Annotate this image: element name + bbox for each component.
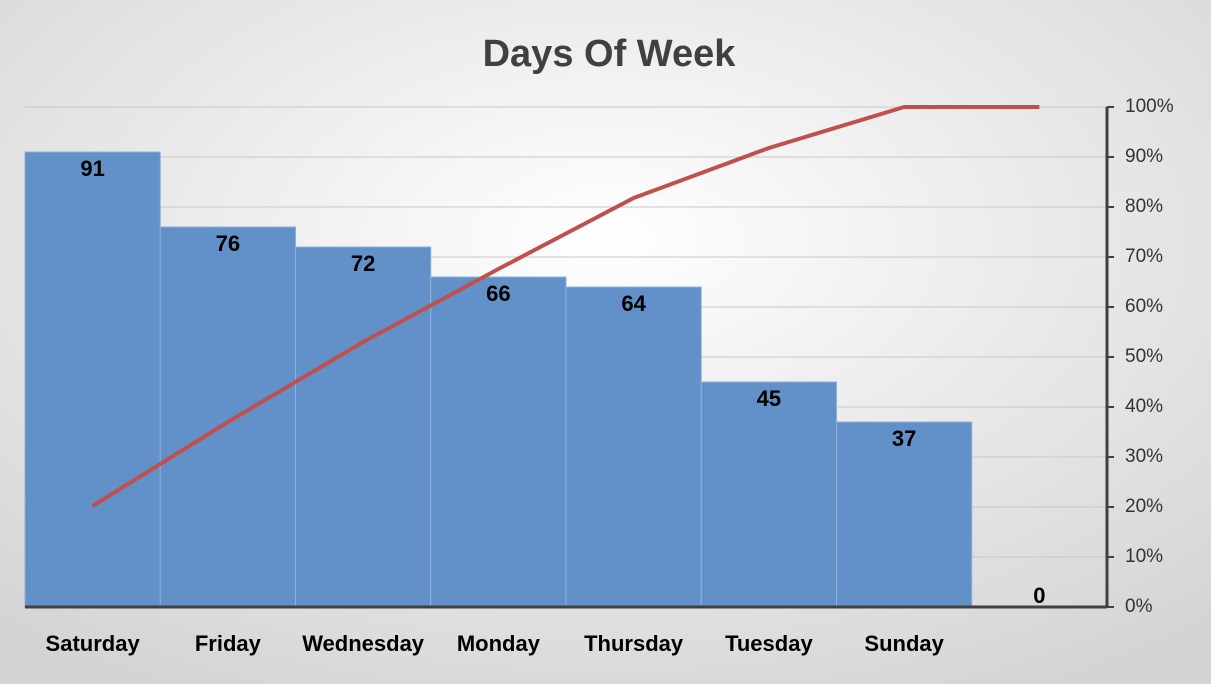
y2-tick-label: 0%	[1125, 596, 1153, 617]
x-tick-label: Tuesday	[725, 631, 813, 656]
y2-tick-label: 40%	[1125, 396, 1163, 417]
data-label: 72	[351, 251, 375, 276]
bar	[836, 421, 973, 608]
chart-title: Days Of Week	[483, 33, 737, 75]
y2-tick-label: 50%	[1125, 346, 1163, 367]
x-tick-label: Saturday	[46, 631, 141, 656]
data-label: 0	[1033, 583, 1045, 608]
bar	[24, 151, 161, 608]
x-tick-label: Wednesday	[302, 631, 425, 656]
y2-tick-label: 80%	[1125, 196, 1163, 217]
data-label: 91	[80, 156, 104, 181]
bar	[700, 381, 837, 608]
bar	[159, 226, 296, 608]
y2-tick-label: 30%	[1125, 446, 1163, 467]
y2-tick-label: 100%	[1125, 96, 1174, 117]
y2-tick-label: 90%	[1125, 146, 1163, 167]
y2-tick-label: 10%	[1125, 546, 1163, 567]
y2-tick-label: 20%	[1125, 496, 1163, 517]
bar	[430, 276, 567, 608]
data-label: 66	[486, 281, 510, 306]
data-label: 76	[216, 231, 240, 256]
cumulative-line	[91, 105, 1040, 508]
y2-tick-label: 60%	[1125, 296, 1163, 317]
x-tick-label: Sunday	[864, 631, 944, 656]
data-label: 37	[892, 426, 916, 451]
bar	[565, 286, 702, 608]
data-label: 64	[621, 291, 646, 316]
x-tick-label: Friday	[195, 631, 262, 656]
y2-tick-label: 70%	[1125, 246, 1163, 267]
x-tick-label: Monday	[457, 631, 541, 656]
data-label: 45	[757, 386, 781, 411]
x-tick-label: Thursday	[584, 631, 684, 656]
bar	[295, 246, 432, 608]
